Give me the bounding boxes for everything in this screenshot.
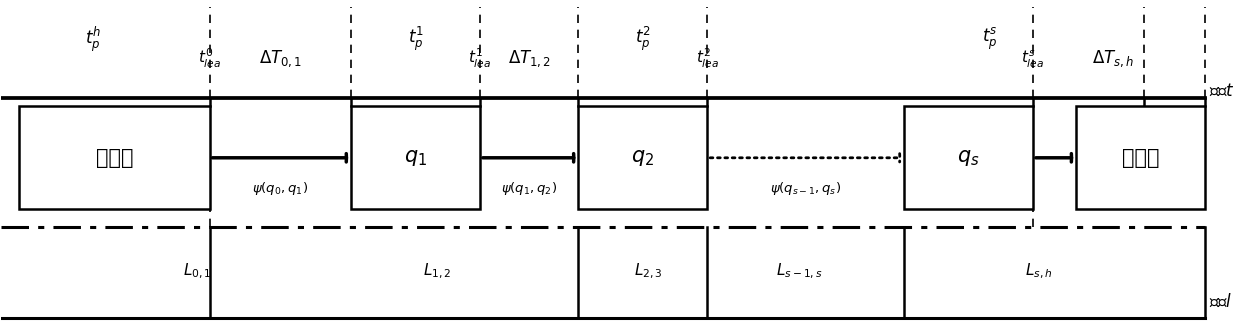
Text: $t_p^1$: $t_p^1$ [408,25,424,53]
Text: $\Delta T_{s,h}$: $\Delta T_{s,h}$ [1092,48,1133,69]
Bar [904,107,1033,209]
Text: $\psi(q_1,q_2)$: $\psi(q_1,q_2)$ [501,180,557,197]
Text: $\psi(q_{s-1},q_s)$: $\psi(q_{s-1},q_s)$ [770,180,841,197]
Text: $t_p^s$: $t_p^s$ [982,26,998,52]
Text: $t_p^h$: $t_p^h$ [84,24,100,54]
Text: 时间$t$: 时间$t$ [1209,81,1235,99]
Text: $q_1$: $q_1$ [404,148,427,168]
Text: $q_2$: $q_2$ [631,148,655,168]
Text: $L_{s,h}$: $L_{s,h}$ [1025,262,1053,281]
Text: $\Delta T_{1,2}$: $\Delta T_{1,2}$ [507,48,551,69]
Text: $\Delta T_{0,1}$: $\Delta T_{0,1}$ [259,48,303,69]
Bar [351,107,480,209]
Text: 住宅区: 住宅区 [95,148,133,168]
Text: $L_{0,1}$: $L_{0,1}$ [184,262,212,281]
Text: $t_{lea}^1$: $t_{lea}^1$ [469,46,491,70]
Text: 里程$l$: 里程$l$ [1209,293,1233,311]
Bar [578,107,707,209]
Bar [19,107,210,209]
Text: $L_{s-1,s}$: $L_{s-1,s}$ [776,262,823,281]
Text: $\psi(q_0,q_1)$: $\psi(q_0,q_1)$ [252,180,309,197]
Text: $t_{lea}^2$: $t_{lea}^2$ [696,46,719,70]
Text: $t_p^2$: $t_p^2$ [635,25,651,53]
Text: $t_{lea}^0$: $t_{lea}^0$ [198,46,221,70]
Bar [1076,107,1205,209]
Text: 住宅区: 住宅区 [1122,148,1159,168]
Text: $t_{lea}^s$: $t_{lea}^s$ [1022,49,1044,70]
Text: $q_s$: $q_s$ [957,148,980,168]
Text: $L_{2,3}$: $L_{2,3}$ [634,262,662,281]
Text: $L_{1,2}$: $L_{1,2}$ [423,262,451,281]
